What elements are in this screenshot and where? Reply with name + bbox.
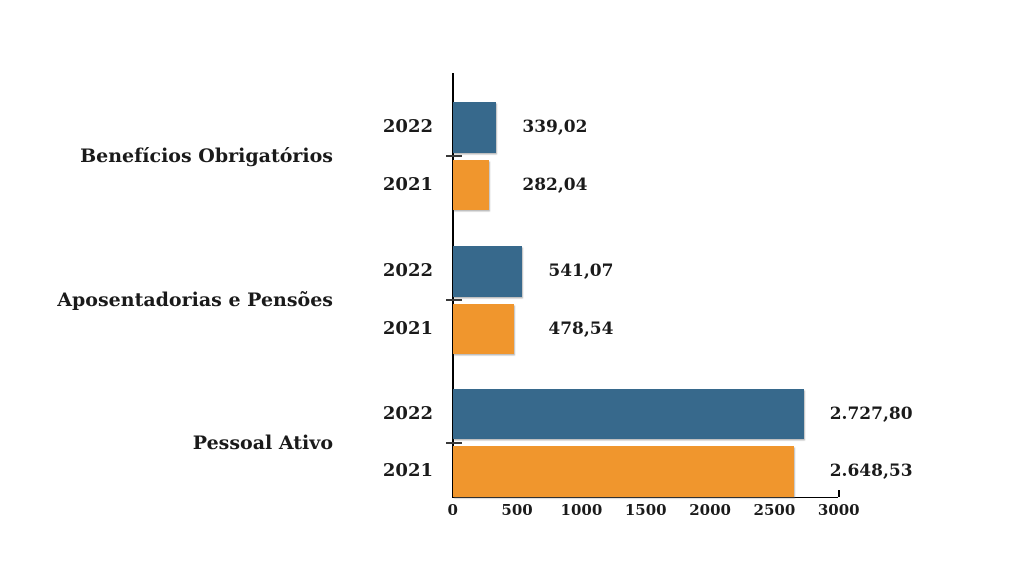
bar-2022-group-2 (452, 246, 523, 297)
value-label: 541,07 (548, 261, 614, 282)
category-axis-tick (446, 441, 462, 444)
bar-2021-group-3 (452, 446, 794, 497)
x-axis-tick-label: 500 (501, 501, 533, 519)
series-year-label: 2021 (382, 317, 433, 339)
x-axis-tick-label: 1000 (560, 501, 603, 519)
bar-2022-group-3 (452, 388, 804, 439)
series-year-label: 2021 (382, 460, 433, 482)
category-label: Benefícios Obrigatórios (80, 145, 333, 167)
series-year-label: 2021 (382, 173, 433, 195)
value-label: 282,04 (522, 174, 588, 195)
x-axis-tick-label: 2000 (689, 501, 731, 519)
x-axis-tick-label: 0 (447, 501, 458, 519)
x-axis-tick-label: 1500 (624, 501, 667, 519)
category-label: Aposentadorias e Pensões (57, 289, 333, 311)
category-axis-tick (446, 155, 462, 157)
value-label: 478,54 (548, 318, 614, 339)
category-label: Pessoal Ativo (192, 431, 333, 454)
x-axis-tick-label: 2500 (753, 501, 796, 519)
bar-2022-group-1 (452, 102, 497, 153)
value-label: 2.727,80 (829, 403, 913, 424)
series-year-label: 2022 (382, 260, 433, 282)
x-axis-tick (838, 490, 840, 497)
series-year-label: 2022 (382, 402, 433, 424)
series-year-label: 2022 (382, 116, 433, 138)
x-axis-tick-label: 3000 (817, 501, 860, 519)
bar-2021-group-2 (452, 303, 515, 354)
value-label: 339,02 (522, 117, 588, 138)
bar-2021-group-1 (452, 159, 490, 210)
x-axis-line (452, 496, 838, 498)
category-axis-tick (446, 299, 462, 301)
value-label: 2.648,53 (829, 461, 913, 482)
